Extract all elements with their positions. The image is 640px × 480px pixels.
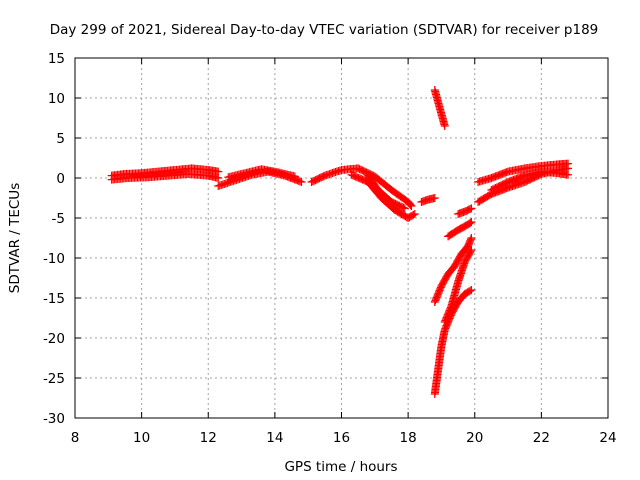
y-tick-label: -30 — [43, 411, 65, 427]
x-tick-label: 18 — [400, 430, 417, 446]
data-point — [467, 204, 476, 213]
series-arc-11 — [430, 286, 476, 398]
data-point — [409, 210, 418, 219]
y-tick-label: 15 — [48, 51, 65, 67]
data-point — [466, 218, 475, 227]
x-axis-label: GPS time / hours — [284, 459, 397, 475]
series-arc-7 — [364, 171, 409, 213]
series-arc-17 — [487, 167, 573, 194]
y-tick-label: -5 — [52, 211, 65, 227]
y-tick-label: -20 — [43, 331, 65, 347]
data-point — [430, 194, 439, 202]
x-tick-label: 8 — [71, 430, 80, 446]
grid-lines — [75, 58, 608, 418]
data-point — [400, 204, 409, 213]
data-point — [410, 210, 419, 218]
y-tick-label: -25 — [43, 371, 65, 387]
series-arc-9 — [430, 86, 449, 130]
data-point — [290, 172, 299, 181]
x-tick-label: 10 — [133, 430, 150, 446]
data-point — [564, 159, 573, 168]
series-arc-13 — [444, 218, 476, 241]
data-point — [399, 203, 408, 212]
data-point — [467, 234, 476, 242]
x-tick-label: 20 — [466, 430, 483, 446]
data-point — [467, 218, 476, 226]
x-tick-label: 14 — [266, 430, 283, 446]
series-arc-16 — [474, 159, 573, 186]
plot-frame — [74, 57, 609, 419]
data-point — [466, 205, 475, 214]
data-point — [405, 200, 414, 208]
x-tick-label: 16 — [333, 430, 350, 446]
x-tick-label: 12 — [200, 430, 217, 446]
data-point — [407, 202, 416, 210]
data-point — [440, 122, 449, 130]
x-tick-label: 22 — [533, 430, 550, 446]
data-point — [297, 178, 306, 186]
series-arc-12 — [440, 246, 476, 326]
data-points — [107, 86, 573, 398]
series-arc-8 — [417, 194, 439, 206]
data-point — [214, 174, 223, 182]
series-arc-14 — [454, 204, 476, 218]
chart-title: Day 299 of 2021, Sidereal Day-to-day VTE… — [50, 22, 599, 38]
series-arc-4 — [224, 165, 299, 182]
y-tick-label: -10 — [43, 251, 65, 267]
series-arc-10 — [430, 234, 476, 306]
data-point — [467, 286, 476, 294]
tick-labels: 8 10 12 14 16 18 20 22 24 15 10 5 0 -5 -10 -15 -20 -25 -30 — [43, 51, 617, 446]
y-axis-label: SDTVAR / TECUs — [7, 183, 23, 293]
data-point — [466, 286, 475, 295]
data-point — [564, 170, 573, 179]
x-tick-label: 24 — [599, 430, 616, 446]
data-point — [466, 247, 475, 256]
data-point — [406, 201, 415, 209]
y-tick-label: -15 — [43, 291, 65, 307]
data-point — [467, 246, 476, 254]
y-tick-label: 0 — [56, 171, 65, 187]
y-tick-label: 10 — [48, 91, 65, 107]
y-tick-label: 5 — [56, 131, 65, 147]
series-arc-2 — [107, 170, 223, 184]
